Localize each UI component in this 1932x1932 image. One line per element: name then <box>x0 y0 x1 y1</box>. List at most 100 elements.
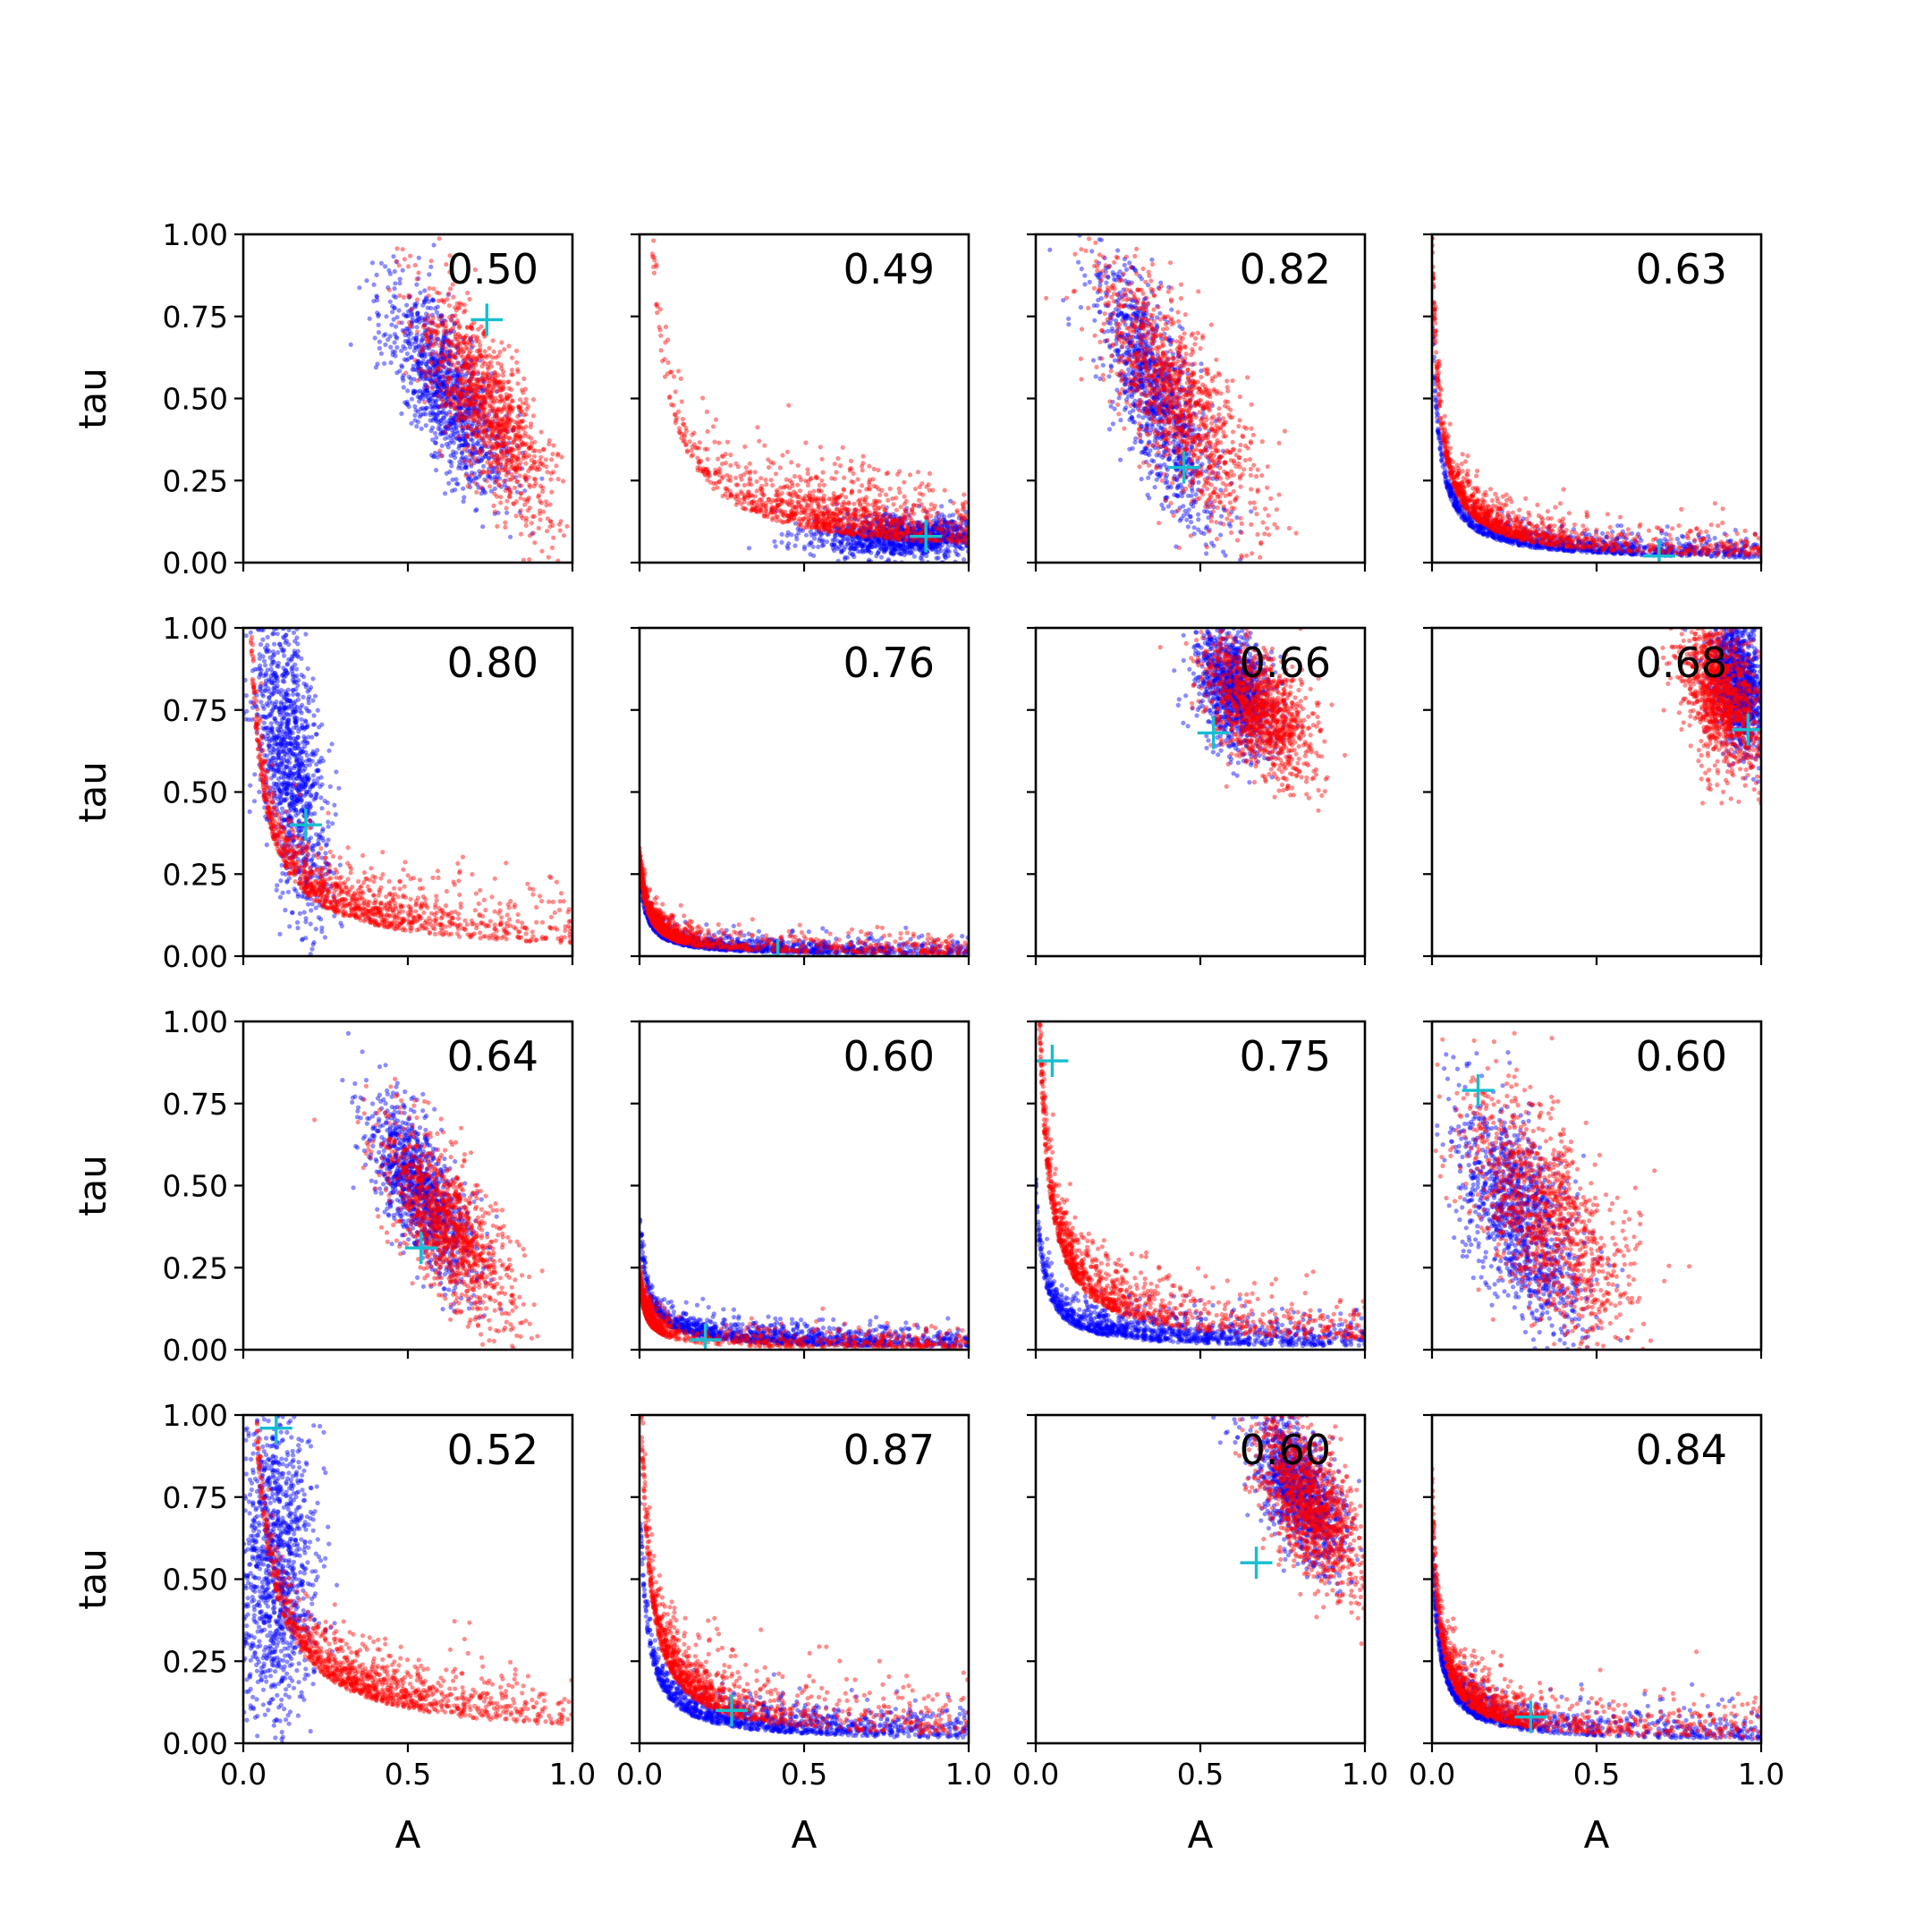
red-point <box>942 487 947 493</box>
red-point <box>502 397 507 402</box>
red-point <box>470 427 475 432</box>
blue-point <box>936 555 941 561</box>
red-point <box>469 386 474 391</box>
blue-point <box>415 419 420 425</box>
blue-point <box>430 297 436 302</box>
red-point <box>470 388 476 394</box>
blue-point <box>890 542 895 547</box>
red-point <box>743 465 749 470</box>
blue-point <box>428 337 434 343</box>
red-point <box>515 425 521 430</box>
blue-point <box>439 318 445 324</box>
blue-point <box>492 451 497 456</box>
blue-point <box>438 351 444 356</box>
red-point <box>537 458 543 464</box>
red-point <box>447 392 453 397</box>
red-point <box>945 527 951 532</box>
red-point <box>498 394 504 399</box>
red-point <box>461 402 466 407</box>
blue-point <box>448 404 453 410</box>
red-point <box>868 510 873 516</box>
blue-point <box>906 531 911 537</box>
blue-point <box>452 322 457 327</box>
red-point <box>857 488 862 494</box>
red-point <box>522 497 528 503</box>
red-point <box>528 424 534 429</box>
red-point <box>559 454 564 460</box>
red-point <box>752 470 758 475</box>
blue-point <box>435 304 440 309</box>
blue-point <box>459 450 465 455</box>
blue-point <box>441 339 447 344</box>
blue-point <box>470 431 476 436</box>
red-point <box>462 386 468 392</box>
blue-point <box>410 367 415 372</box>
blue-point <box>393 353 398 359</box>
blue-point <box>396 308 402 313</box>
blue-point <box>446 418 452 423</box>
blue-point <box>446 353 453 359</box>
blue-point <box>466 384 471 389</box>
red-point <box>860 483 865 488</box>
blue-point <box>785 530 791 536</box>
red-point <box>705 470 710 475</box>
blue-point <box>448 378 453 384</box>
red-point <box>511 447 516 453</box>
red-point <box>548 519 554 524</box>
blue-point <box>469 358 474 363</box>
blue-point <box>521 450 526 455</box>
red-point <box>849 490 854 496</box>
red-point <box>495 494 500 499</box>
blue-point <box>434 362 439 369</box>
red-point <box>682 438 687 444</box>
blue-point <box>960 546 965 552</box>
blue-point <box>425 391 430 396</box>
red-point <box>470 372 476 377</box>
blue-point <box>478 402 483 408</box>
red-point <box>420 347 426 352</box>
red-point <box>489 446 496 452</box>
red-point <box>468 335 474 341</box>
red-point <box>513 499 520 504</box>
red-point <box>452 354 457 360</box>
blue-point <box>445 338 451 343</box>
red-point <box>506 422 512 428</box>
red-point <box>446 315 453 320</box>
blue-point <box>908 543 913 549</box>
blue-point <box>472 398 478 404</box>
blue-point <box>397 276 402 282</box>
blue-point <box>869 544 875 550</box>
blue-point <box>431 372 436 377</box>
red-point <box>496 384 502 389</box>
blue-point <box>468 402 474 407</box>
red-point <box>548 470 555 476</box>
blue-point <box>424 311 429 317</box>
red-point <box>485 390 490 395</box>
red-point <box>471 371 477 377</box>
blue-point <box>433 356 438 361</box>
red-point <box>475 449 480 454</box>
red-point <box>487 381 492 386</box>
red-point <box>490 453 496 460</box>
red-point <box>509 355 515 360</box>
blue-point <box>438 368 444 374</box>
blue-point <box>444 329 449 335</box>
red-point <box>663 340 668 345</box>
red-point <box>482 433 488 438</box>
red-point <box>499 422 504 428</box>
red-point <box>487 422 493 428</box>
red-point <box>501 438 506 444</box>
red-point <box>541 509 547 514</box>
red-point <box>758 507 763 513</box>
blue-point <box>430 349 436 354</box>
red-point <box>445 376 451 381</box>
red-point <box>503 520 508 526</box>
blue-point <box>468 400 474 405</box>
blue-point <box>486 466 492 471</box>
blue-point <box>482 421 487 427</box>
blue-point <box>458 394 464 399</box>
blue-point <box>462 411 468 417</box>
blue-point <box>466 401 472 406</box>
blue-point <box>489 476 495 481</box>
red-point <box>804 503 809 508</box>
